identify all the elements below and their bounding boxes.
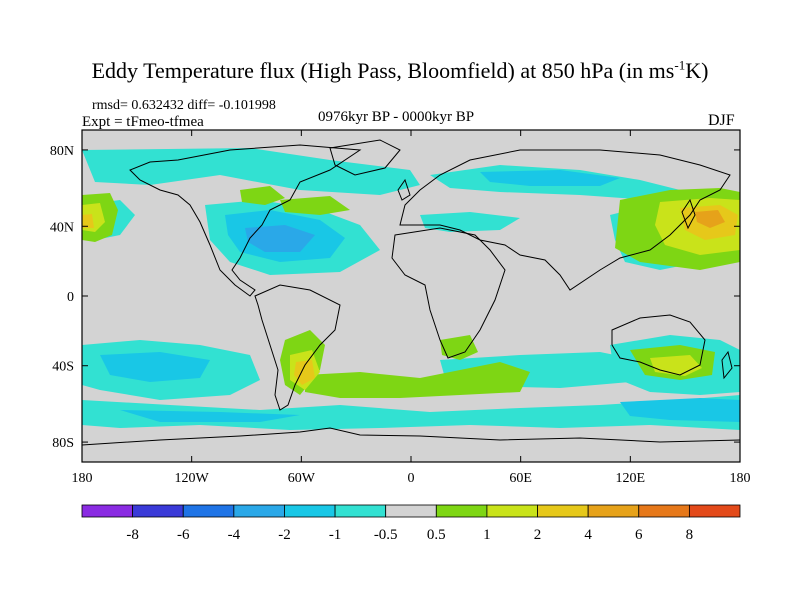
green-north-atlantic [280,196,350,215]
orange-south-america [294,360,315,385]
colorbar-label: -6 [177,527,190,543]
y-tick-label: 40S [52,360,74,375]
colorbar-swatch [132,504,184,518]
coast-uk [397,178,411,201]
colorbar-swatch [81,504,134,518]
x-tick-label: 180 [730,471,751,486]
colorbar-swatch [587,504,640,518]
blue-south-pacific [100,352,210,382]
plot-title: Eddy Temperature flux (High Pass, Bloomf… [91,57,709,83]
blue-eurasia [480,170,620,186]
x-tick-label: 0 [408,471,415,486]
x-tick-label: 120W [175,471,210,486]
y-axis: 80N 40N 0 40S 80S [50,144,740,451]
x-axis: 180 120W 60W 0 60E 120E 180 [72,130,751,486]
orange-north-pacific [82,214,94,228]
colorbar-label: 6 [635,527,643,543]
coast-south-america [254,284,341,411]
green-northeast-pacific [240,186,285,205]
colorbar-label: 0.5 [427,527,446,543]
blue-southern-ocean [120,410,300,422]
colorbar-swatch [334,504,387,518]
cyan-mediterranean [420,212,520,232]
y-tick-label: 80S [52,436,74,451]
colorbar-swatch [486,504,538,518]
blue-southern-ocean-east [620,398,740,422]
coast-north-america [129,144,362,297]
green-south-atlantic [305,362,530,398]
coastlines [82,139,740,446]
x-tick-label: 120E [616,471,646,486]
colorbar-swatch [233,504,285,518]
colorbar-label: 1 [483,527,491,543]
darkorange-west-pacific [695,210,725,228]
coast-japan [681,198,696,230]
colorbar-swatch [182,504,235,518]
coast-antarctica [82,427,740,446]
x-tick-label: 60E [509,471,532,486]
y-tick-label: 40N [50,220,74,235]
stats-label: rmsd= 0.632432 diff= -0.101998 [92,98,276,113]
coast-australia [611,314,706,376]
period-label: 0976kyr BP - 0000kyr BP [318,109,475,125]
x-tick-label: 180 [72,471,93,486]
colorbar-swatch [284,504,336,518]
cyan-arctic-band [82,148,420,195]
colorbar-swatch [638,504,690,518]
coast-new-zealand [721,350,733,380]
colorbar-swatch [688,504,741,518]
deepblue-atlantic [245,225,315,252]
colorbar-label: -1 [329,527,342,543]
colorbar-label: -2 [278,527,291,543]
colorbar-swatch [537,504,589,518]
colorbar-label: -0.5 [374,527,398,543]
colorbar-swatch [385,504,437,518]
colorbar-label: 4 [584,527,592,543]
experiment-label: Expt = tFmeo-tfmea [82,114,204,130]
x-tick-label: 60W [288,471,316,486]
flux-anomaly-field [82,148,740,430]
season-label: DJF [708,112,735,129]
y-tick-label: 0 [67,290,74,305]
colorbar-label: 8 [686,527,694,543]
coast-greenland [329,139,401,176]
coast-eurasia [399,149,731,291]
colorbar-swatch [435,504,488,518]
colorbar-label: -4 [228,527,241,543]
colorbar-label: -8 [126,527,139,543]
y-tick-label: 80N [50,144,74,159]
colorbar-label: 2 [534,527,542,543]
colorbar: -8 -6 -4 -2 -1 -0.5 0.5 1 2 4 6 8 [81,504,741,543]
green-south-africa [440,335,478,360]
